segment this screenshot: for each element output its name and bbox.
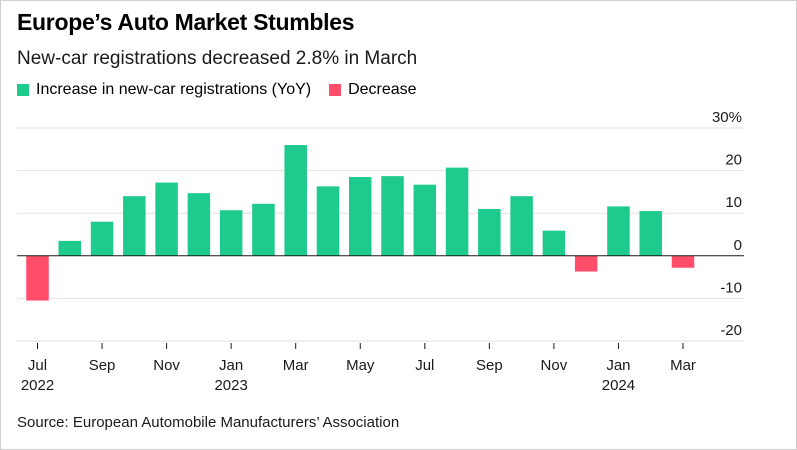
bar <box>284 145 307 256</box>
bar <box>58 240 82 256</box>
y-tick-label: 10 <box>725 194 742 211</box>
x-tick-label-year: 2024 <box>602 377 635 394</box>
legend-item-increase: Increase in new-car registrations (YoY) <box>17 81 311 99</box>
bar <box>252 203 275 256</box>
y-tick-label: -10 <box>720 279 742 296</box>
bar <box>381 176 404 256</box>
x-tick-label-year: 2022 <box>21 377 54 394</box>
legend-swatch-decrease <box>329 84 342 96</box>
x-tick-label-month: May <box>346 357 375 374</box>
y-tick-label: 30% <box>712 109 742 126</box>
x-tick-label-month: Sep <box>476 357 503 374</box>
bar <box>542 230 566 256</box>
bar <box>219 210 243 256</box>
chart-title: Europe’s Auto Market Stumbles <box>17 9 355 35</box>
bar <box>445 167 469 256</box>
bar <box>510 196 533 256</box>
x-tick-label-month: Sep <box>89 357 116 374</box>
bar <box>574 255 598 272</box>
legend: Increase in new-car registrations (YoY) … <box>17 81 435 99</box>
legend-item-decrease: Decrease <box>329 81 417 99</box>
x-tick-label-month: Jul <box>28 357 47 374</box>
bar <box>123 196 146 256</box>
bar <box>607 206 630 256</box>
bar <box>187 193 211 256</box>
bar <box>316 186 340 256</box>
x-tick-label-month: Nov <box>541 357 568 374</box>
chart-subtitle: New-car registrations decreased 2.8% in … <box>17 48 418 69</box>
bar <box>155 182 178 256</box>
x-tick-label-month: Nov <box>153 357 180 374</box>
legend-label-increase: Increase in new-car registrations (YoY) <box>36 81 312 98</box>
legend-swatch-increase <box>17 84 29 96</box>
source-note: Source: European Automobile Manufacturer… <box>17 414 400 431</box>
bar <box>478 208 501 256</box>
x-tick-label-month: Mar <box>670 357 696 374</box>
bar <box>349 176 372 256</box>
bar <box>639 211 662 256</box>
y-tick-label: 0 <box>734 237 742 254</box>
bar <box>26 255 49 301</box>
legend-label-decrease: Decrease <box>348 81 417 98</box>
y-tick-label: 20 <box>725 152 742 169</box>
x-tick-label-month: Jan <box>219 357 243 374</box>
x-tick-label-month: Jan <box>606 357 630 374</box>
bar <box>413 184 437 256</box>
bar <box>90 221 114 256</box>
x-tick-label-month: Jul <box>415 357 434 374</box>
x-tick-label-month: Mar <box>283 357 309 374</box>
y-tick-label: -20 <box>720 322 742 339</box>
bar <box>671 255 695 268</box>
x-tick-label-year: 2023 <box>214 377 247 394</box>
